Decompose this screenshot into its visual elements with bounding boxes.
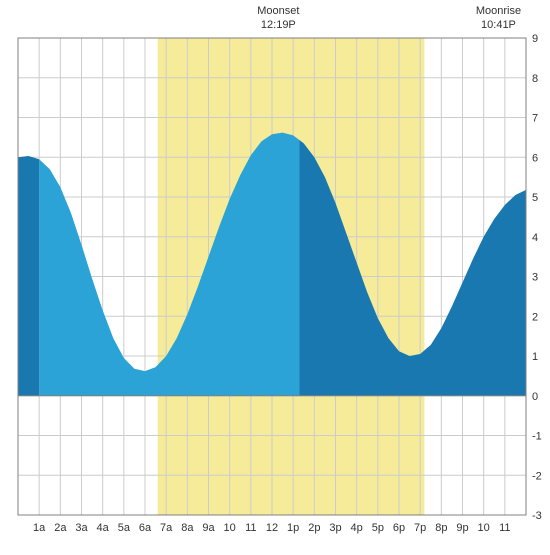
x-tick-label: 8a <box>181 522 194 534</box>
x-tick-label: 9p <box>456 522 468 534</box>
annotation-title: Moonset <box>257 5 299 17</box>
x-tick-label: 1a <box>33 522 46 534</box>
x-tick-label: 4a <box>97 522 110 534</box>
x-tick-label: 7p <box>414 522 426 534</box>
x-tick-label: 2a <box>54 522 67 534</box>
x-tick-label: 9a <box>202 522 215 534</box>
x-tick-label: 6p <box>393 522 405 534</box>
x-tick-label: 8p <box>435 522 447 534</box>
x-tick-label: 4p <box>351 522 363 534</box>
x-tick-label: 10 <box>224 522 236 534</box>
x-tick-label: 11 <box>245 522 256 534</box>
x-tick-label: 3p <box>329 522 341 534</box>
annotation-time: 10:41P <box>481 19 516 31</box>
y-tick-label: 0 <box>532 391 538 403</box>
x-tick-label: 10 <box>478 522 490 534</box>
y-tick-label: -2 <box>532 470 542 482</box>
x-tick-label: 6a <box>139 522 152 534</box>
y-tick-label: -3 <box>532 510 542 522</box>
chart-svg: -3-2-101234567891a2a3a4a5a6a7a8a9a101112… <box>0 0 550 550</box>
annotation-title: Moonrise <box>476 5 521 17</box>
x-tick-label: 5p <box>372 522 384 534</box>
x-tick-label: 11 <box>499 522 510 534</box>
y-tick-label: 8 <box>532 73 538 85</box>
y-tick-label: 4 <box>532 232 538 244</box>
y-tick-label: 2 <box>532 311 538 323</box>
x-tick-label: 5a <box>118 522 131 534</box>
y-tick-label: 6 <box>532 152 538 164</box>
tide-area <box>18 156 39 396</box>
annotation-time: 12:19P <box>261 19 296 31</box>
y-tick-label: 7 <box>532 113 538 125</box>
x-tick-label: 7a <box>160 522 173 534</box>
y-tick-label: 5 <box>532 192 538 204</box>
y-tick-label: 9 <box>532 33 538 45</box>
x-tick-label: 1p <box>287 522 299 534</box>
y-tick-label: -1 <box>532 431 542 443</box>
x-tick-label: 12 <box>266 522 278 534</box>
x-tick-label: 3a <box>75 522 88 534</box>
y-tick-label: 1 <box>532 351 538 363</box>
tide-chart: -3-2-101234567891a2a3a4a5a6a7a8a9a101112… <box>0 0 550 550</box>
x-tick-label: 2p <box>308 522 320 534</box>
y-tick-label: 3 <box>532 272 538 284</box>
